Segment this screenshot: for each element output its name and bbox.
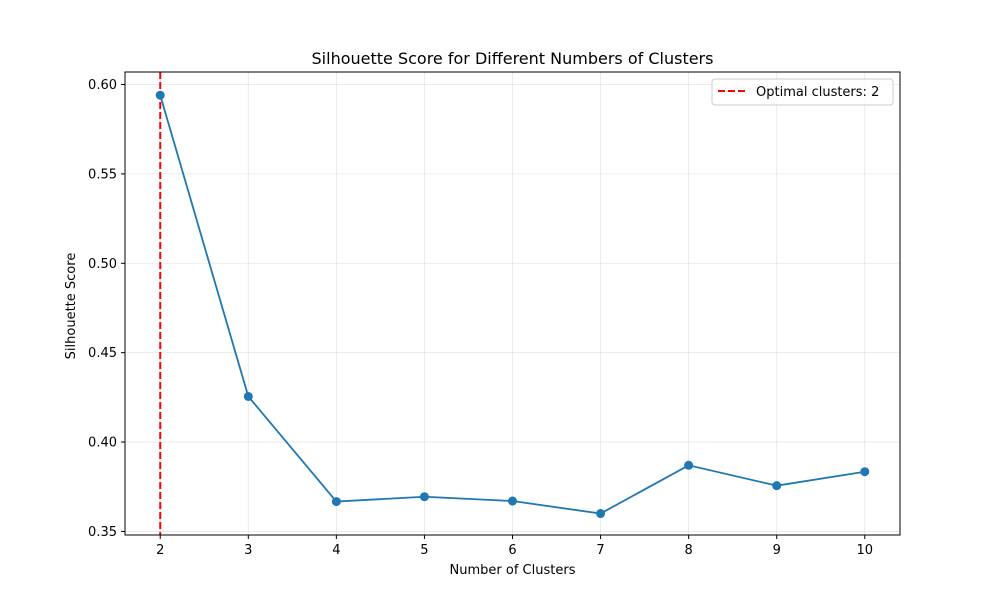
y-tick-label: 0.50 (88, 257, 117, 272)
y-tick-label: 0.40 (88, 436, 117, 451)
x-axis-label: Number of Clusters (450, 563, 576, 578)
data-point (860, 467, 870, 477)
data-point (596, 509, 606, 519)
legend-box (711, 78, 894, 106)
x-tick-label: 3 (244, 543, 252, 558)
y-tick-label: 0.45 (88, 346, 117, 361)
data-point (419, 492, 429, 502)
data-point (772, 481, 782, 491)
data-point (243, 391, 253, 401)
data-point (331, 497, 341, 507)
data-point (155, 90, 165, 100)
y-axis-label: Silhouette Score (64, 253, 79, 360)
data-point (684, 460, 694, 470)
x-tick-label: 6 (508, 543, 516, 558)
x-tick-label: 10 (856, 543, 873, 558)
x-tick-label: 2 (156, 543, 164, 558)
x-tick-label: 4 (332, 543, 340, 558)
legend-label: Optimal clusters: 2 (756, 85, 879, 100)
series-layer (155, 72, 870, 535)
x-tick-label: 9 (773, 543, 781, 558)
y-axis-ticks: 0.35 0.40 0.45 0.50 0.55 0.60 (88, 78, 125, 540)
data-point (508, 496, 517, 506)
x-tick-label: 5 (420, 543, 428, 558)
x-axis-ticks: 2 3 4 5 6 7 8 9 10 (156, 535, 873, 558)
y-tick-label: 0.35 (88, 525, 117, 540)
x-tick-label: 7 (596, 543, 604, 558)
chart-title: Silhouette Score for Different Numbers o… (312, 49, 714, 68)
y-tick-label: 0.55 (88, 167, 117, 182)
y-tick-label: 0.60 (88, 78, 117, 93)
grid (125, 72, 900, 535)
x-tick-label: 8 (684, 543, 692, 558)
legend: Optimal clusters: 2 (711, 78, 894, 106)
